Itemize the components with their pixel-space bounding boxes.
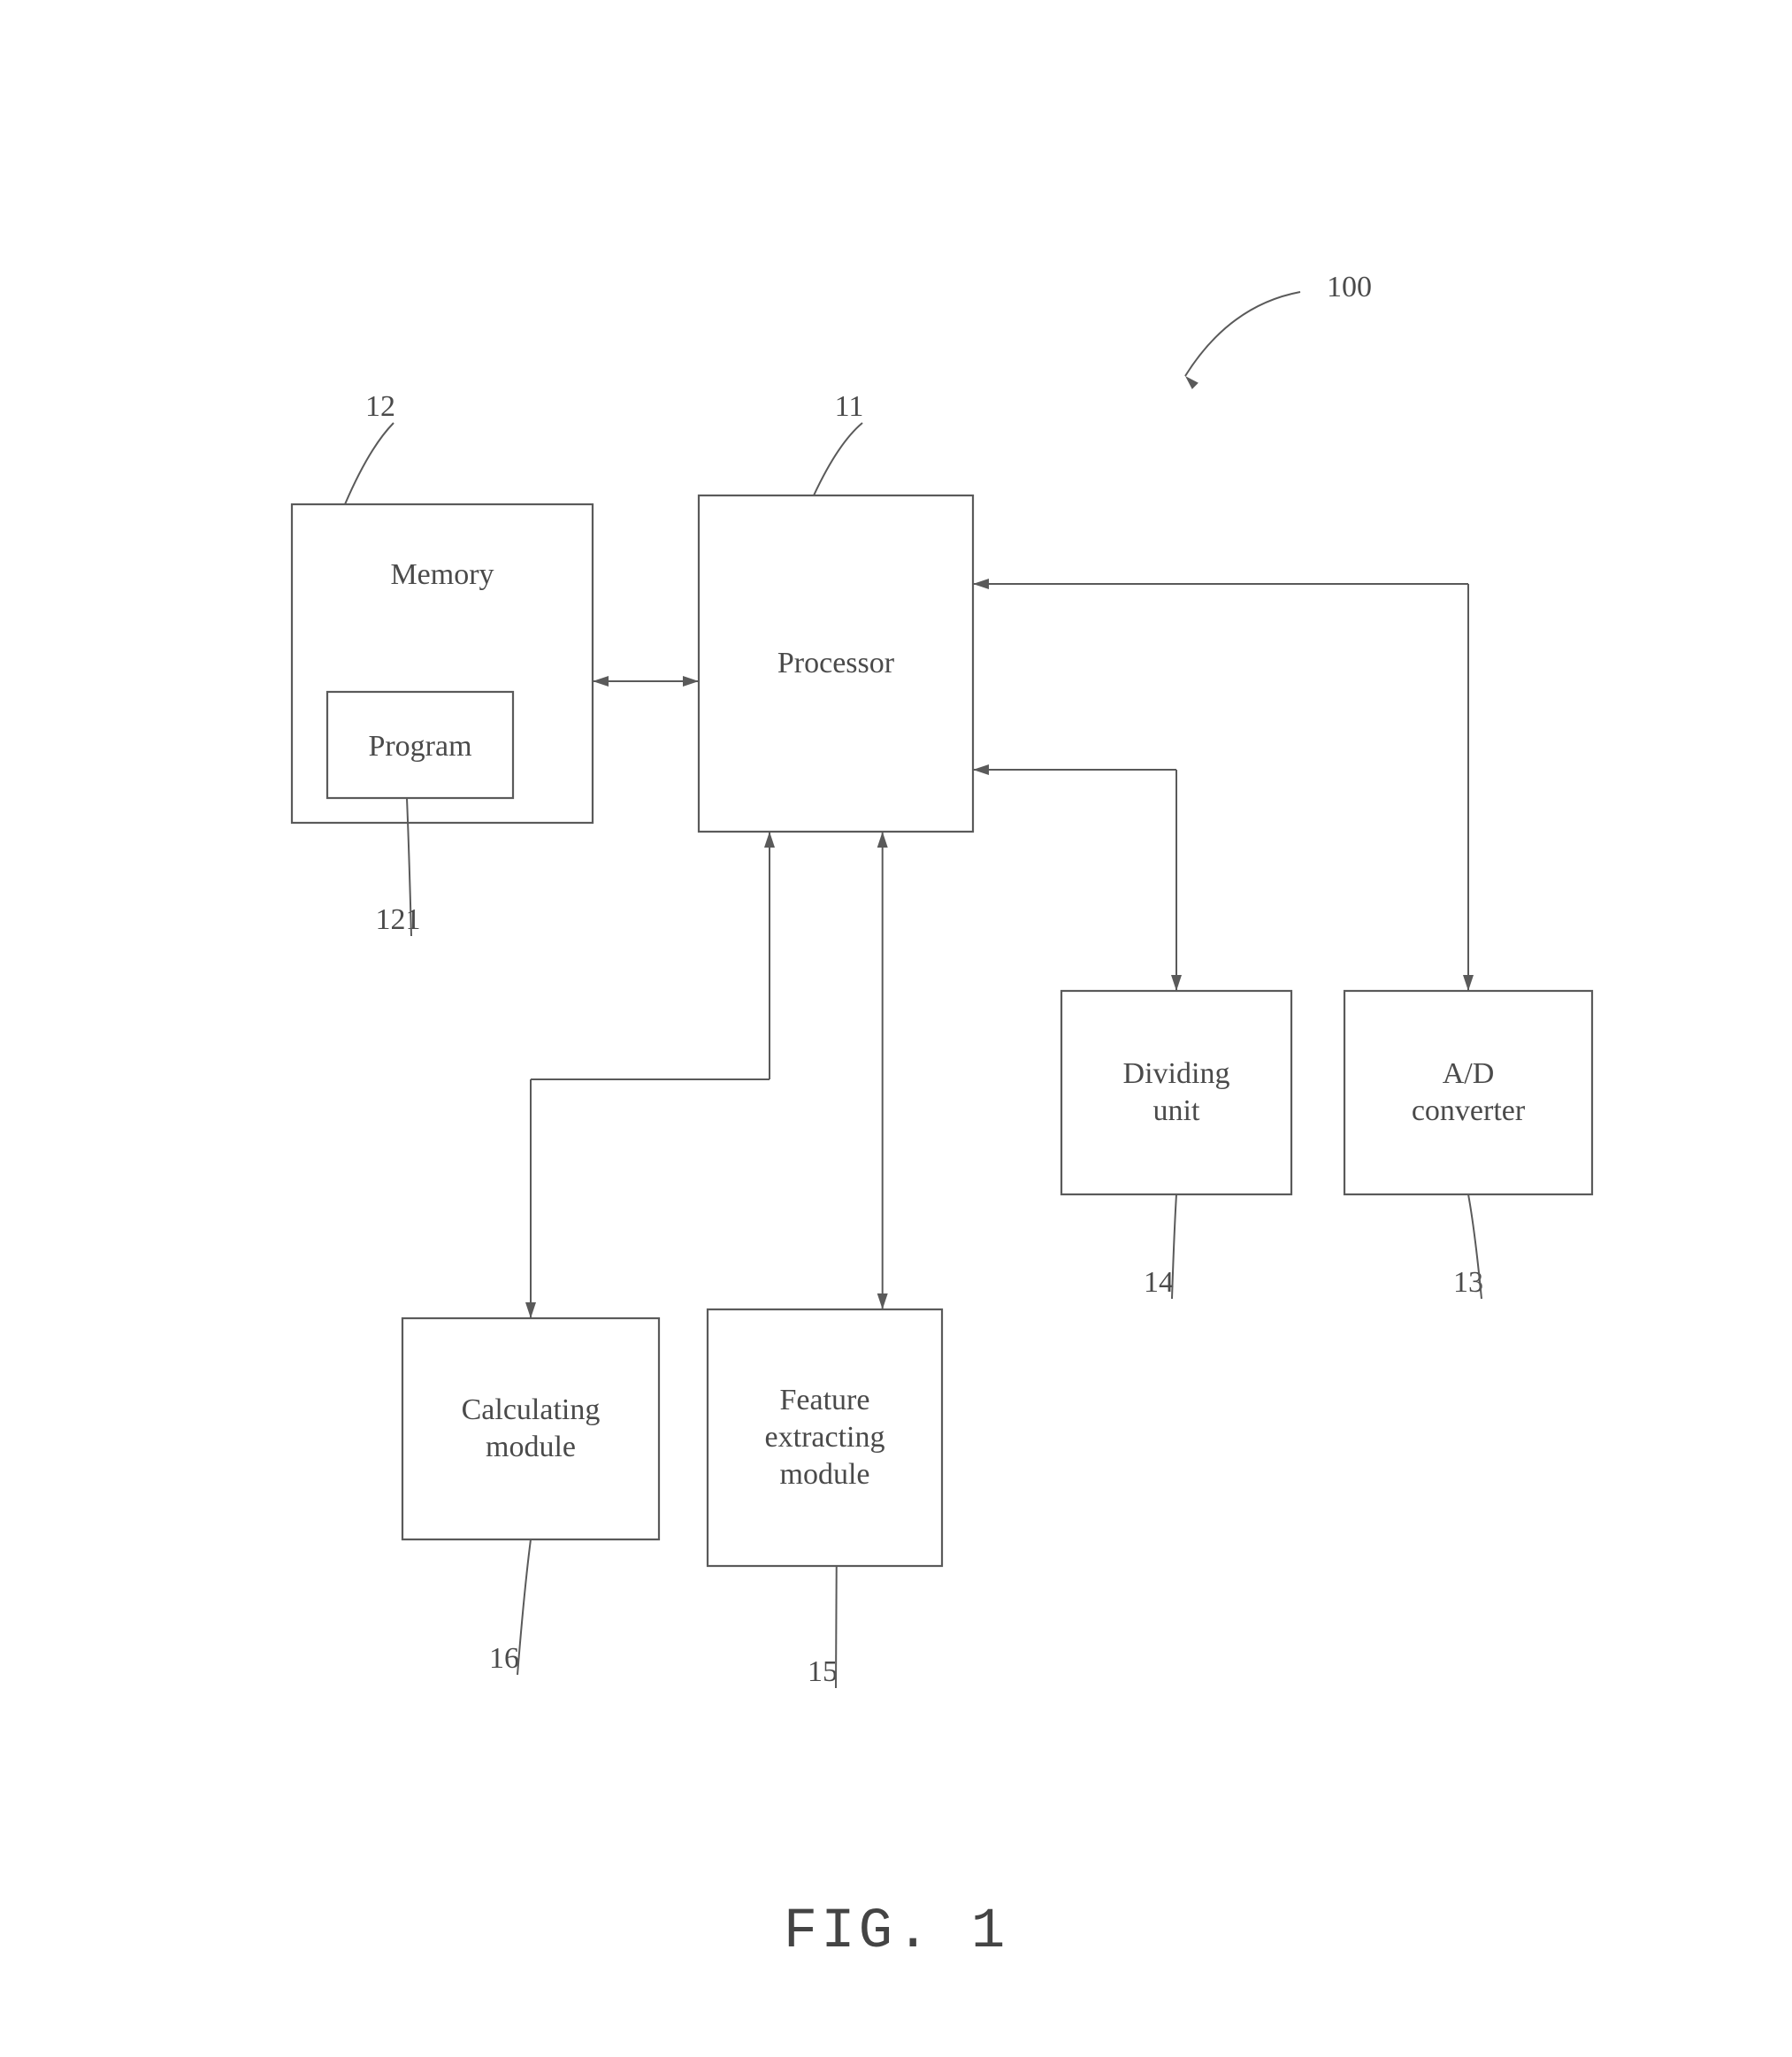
- node-memory: Memory: [292, 504, 593, 823]
- node-processor: Processor: [699, 495, 973, 832]
- block-diagram: Memory Program Processor A/D converter Dividi…: [0, 0, 1792, 2057]
- ref-label-dividing: 14: [1144, 1266, 1174, 1299]
- ref-label-program: 121: [376, 903, 421, 936]
- node-feature-label-line-1: extracting: [765, 1421, 885, 1454]
- node-ad: A/D converter: [1344, 991, 1592, 1194]
- node-processor-label-line-0: Processor: [777, 647, 895, 679]
- node-dividing: Dividing unit: [1061, 991, 1291, 1194]
- ref-label-feature: 15: [808, 1655, 838, 1688]
- node-ad-label-line-0: A/D: [1443, 1057, 1495, 1090]
- node-calculating-label-line-0: Calculating: [462, 1393, 601, 1426]
- edges-layer: [525, 579, 1474, 1318]
- node-feature-label-line-0: Feature: [780, 1384, 870, 1416]
- figure-caption: FIG. 1: [784, 1900, 1008, 1964]
- node-feature: Feature extracting module: [708, 1309, 942, 1566]
- node-dividing-label-line-0: Dividing: [1123, 1057, 1230, 1090]
- node-ad-label-line-1: converter: [1412, 1094, 1526, 1127]
- node-dividing-label-line-1: unit: [1153, 1094, 1200, 1127]
- reference-labels-layer: 100121112113141516: [345, 271, 1483, 1688]
- node-feature-label-line-2: module: [780, 1458, 870, 1491]
- node-memory-label-line-0: Memory: [390, 558, 494, 591]
- ref-label-system: 100: [1327, 271, 1372, 303]
- node-calculating: Calculating module: [402, 1318, 659, 1539]
- node-calculating-label-line-1: module: [486, 1431, 576, 1463]
- node-program-label-line-0: Program: [368, 730, 471, 763]
- boxes-layer: Memory Program Processor A/D converter Dividi…: [292, 495, 1592, 1566]
- ref-label-calculating: 16: [489, 1642, 519, 1675]
- ref-label-memory: 12: [365, 390, 395, 423]
- ref-label-processor: 11: [835, 390, 864, 423]
- node-program: Program: [327, 692, 513, 798]
